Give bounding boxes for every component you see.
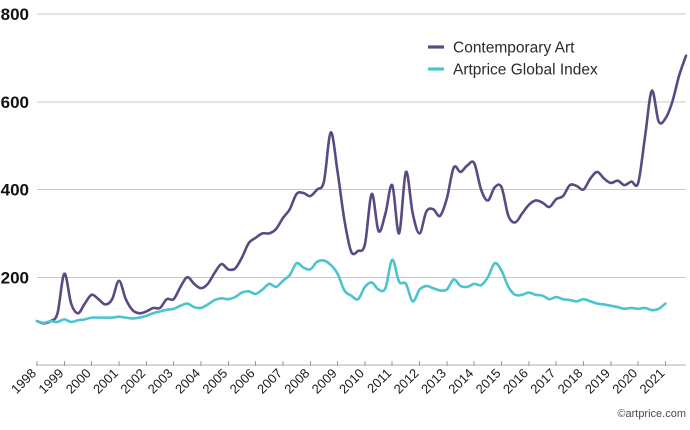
y-tick-label: 800 (1, 5, 29, 24)
x-tick-label: 2015 (473, 366, 504, 397)
y-tick-label: 400 (1, 181, 29, 200)
x-tick-label: 2004 (172, 366, 203, 397)
y-tick-label: 200 (1, 268, 29, 287)
x-tick-label: 2009 (309, 366, 340, 397)
x-tick-label: 2000 (63, 366, 94, 397)
x-tick-label: 2008 (281, 366, 312, 397)
x-tick-label: 2002 (117, 366, 148, 397)
x-tick-label: 2011 (364, 366, 394, 396)
x-axis (36, 361, 686, 366)
x-tick-label: 2012 (391, 366, 422, 397)
x-tick-label: 2005 (199, 366, 230, 397)
x-tick-label: 2007 (254, 366, 285, 397)
x-tick-label: 2018 (555, 366, 586, 397)
x-tick-label: 2019 (582, 366, 613, 397)
y-tick-label: 600 (1, 93, 29, 112)
y-axis-tick-labels: 200 400 600 800 (1, 5, 29, 287)
legend-label-0: Contemporary Art (453, 40, 575, 57)
x-axis-tick-labels: 1998199920002001200220032004200520062007… (8, 366, 668, 397)
x-tick-label: 2021 (637, 366, 668, 397)
chart-legend: Contemporary Art Artprice Global Index (428, 40, 598, 79)
x-tick-label: 2013 (418, 366, 449, 397)
legend-label-1: Artprice Global Index (453, 62, 598, 79)
x-tick-label: 2010 (336, 366, 367, 397)
x-tick-label: 2001 (90, 366, 121, 397)
x-tick-label: 1998 (8, 366, 39, 397)
x-tick-label: 2016 (500, 366, 531, 397)
x-tick-label: 2014 (445, 366, 476, 397)
series-line-artprice-global-index (35, 258, 667, 325)
watermark-label: ©artprice.com (617, 408, 686, 420)
x-tick-label: 2017 (527, 366, 558, 397)
x-tick-label: 2020 (609, 366, 640, 397)
x-tick-label: 2006 (227, 366, 258, 397)
series-line-contemporary-art (35, 54, 688, 325)
data-series (35, 54, 688, 325)
x-tick-label: 2003 (145, 366, 176, 397)
x-tick-label: 1999 (35, 366, 66, 397)
watermark: ©artprice.com (617, 408, 686, 420)
gridlines (37, 13, 686, 278)
